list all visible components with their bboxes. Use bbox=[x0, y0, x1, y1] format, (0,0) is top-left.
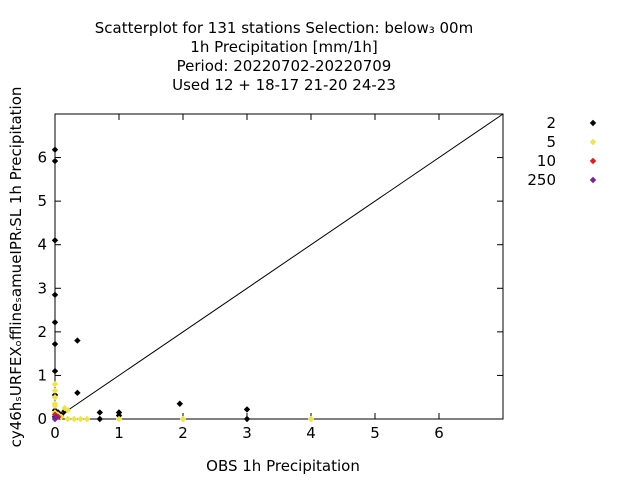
legend-label: 10 bbox=[537, 152, 556, 170]
y-tick-label: 6 bbox=[37, 149, 47, 167]
x-tick-label: 0 bbox=[50, 424, 60, 442]
data-point bbox=[51, 291, 59, 299]
title-line-4: Used 12 + 18-17 21-20 24-23 bbox=[172, 76, 396, 94]
chart-title: Scatterplot for 131 stations Selection: … bbox=[95, 19, 473, 94]
data-point bbox=[71, 415, 78, 423]
title-line-3: Period: 20220702-20220709 bbox=[177, 57, 392, 75]
y-tick-label: 0 bbox=[37, 410, 47, 428]
legend-label: 5 bbox=[546, 133, 556, 151]
data-point bbox=[176, 400, 183, 407]
data-point bbox=[179, 415, 187, 423]
y-axis-label: cy46hₛURFEXₒfflineₛamueIPRᵣSL 1h Precipi… bbox=[7, 87, 25, 448]
data-point bbox=[51, 394, 59, 401]
data-point bbox=[77, 415, 84, 423]
title-line-2: 1h Precipitation [mm/1h] bbox=[190, 38, 377, 56]
data-point bbox=[83, 415, 91, 423]
legend-marker bbox=[589, 119, 597, 127]
y-tick-label: 1 bbox=[37, 366, 47, 384]
x-tick-label: 2 bbox=[178, 424, 188, 442]
data-point bbox=[64, 407, 71, 414]
x-axis-label: OBS 1h Precipitation bbox=[206, 457, 360, 475]
data-point bbox=[74, 389, 81, 397]
data-point bbox=[115, 412, 123, 419]
data-point bbox=[115, 415, 123, 423]
data-point bbox=[51, 402, 59, 410]
data-points bbox=[51, 146, 315, 423]
legend-marker bbox=[589, 157, 597, 165]
data-point bbox=[74, 337, 81, 344]
y-tick-label: 4 bbox=[37, 236, 47, 254]
data-point bbox=[96, 409, 103, 416]
data-point bbox=[243, 406, 251, 413]
x-tick-label: 1 bbox=[114, 424, 124, 442]
data-point bbox=[96, 415, 103, 423]
data-point bbox=[64, 415, 71, 423]
data-point bbox=[51, 340, 59, 348]
plot-frame bbox=[54, 113, 504, 420]
y-tick-label: 2 bbox=[37, 323, 47, 341]
identity-line bbox=[54, 113, 504, 420]
data-point bbox=[51, 380, 59, 388]
legend-label: 2 bbox=[546, 114, 556, 132]
y-tick-label: 5 bbox=[37, 192, 47, 210]
x-tick-label: 4 bbox=[306, 424, 316, 442]
x-tick-label: 3 bbox=[242, 424, 252, 442]
data-point bbox=[53, 413, 60, 421]
legend-marker bbox=[589, 176, 597, 184]
data-point bbox=[51, 146, 59, 153]
data-point bbox=[243, 415, 251, 423]
data-point bbox=[51, 237, 59, 244]
legend-marker bbox=[589, 138, 597, 146]
data-point bbox=[307, 415, 315, 423]
data-point bbox=[51, 387, 59, 394]
title-line-1: Scatterplot for 131 stations Selection: … bbox=[95, 19, 473, 37]
x-tick-label: 5 bbox=[370, 424, 380, 442]
y-tick-label: 3 bbox=[37, 279, 47, 297]
x-tick-label: 6 bbox=[434, 424, 444, 442]
data-point bbox=[51, 157, 59, 165]
y-axis-ticks: 0 1 2 3 4 5 6 bbox=[37, 149, 503, 428]
data-point bbox=[51, 367, 59, 375]
x-axis-ticks: 0 1 2 3 4 5 6 bbox=[50, 114, 444, 442]
legend-label: 250 bbox=[527, 171, 556, 189]
data-point bbox=[51, 319, 59, 326]
